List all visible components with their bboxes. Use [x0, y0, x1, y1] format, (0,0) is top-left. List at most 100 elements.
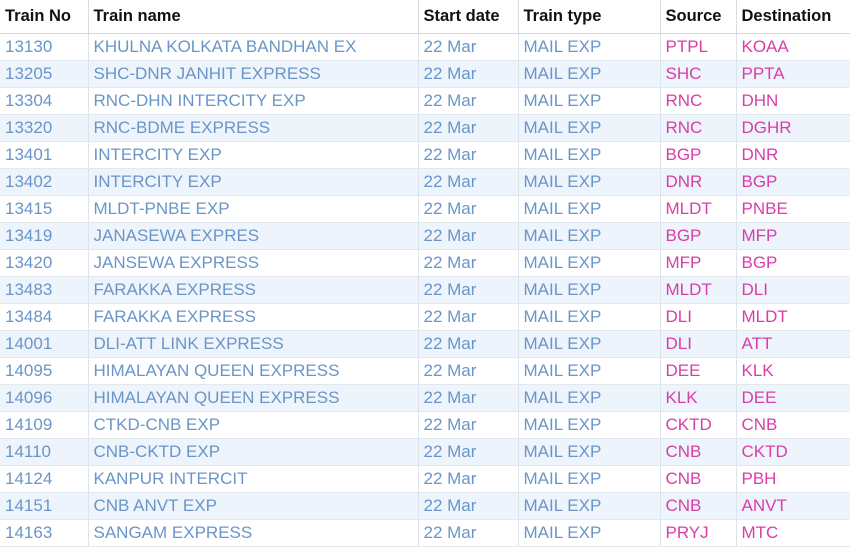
table-cell: DLI-ATT LINK EXPRESS	[88, 330, 419, 358]
table-cell: RNC	[660, 87, 737, 115]
table-cell: 13401	[0, 141, 89, 169]
table-cell: 13484	[0, 303, 89, 331]
table-cell: MFP	[736, 222, 850, 250]
table-row: 14109 CTKD-CNB EXP 22 Mar MAIL EXP CKTD CNB	[0, 411, 850, 439]
table-cell: 22 Mar	[418, 87, 519, 115]
column-header: Destination	[736, 0, 850, 34]
table-row: 13415 MLDT-PNBE EXP 22 Mar MAIL EXP MLDT PNBE	[0, 195, 850, 223]
table-cell: MAIL EXP	[518, 141, 661, 169]
table-row: 13401 INTERCITY EXP 22 Mar MAIL EXP BGP DNR	[0, 141, 850, 169]
table-row: 13320 RNC-BDME EXPRESS 22 Mar MAIL EXP RNC DG…	[0, 114, 850, 142]
column-header: Train No	[0, 0, 89, 34]
table-cell: CKTD	[660, 411, 737, 439]
table-cell: 14109	[0, 411, 89, 439]
table-cell: MAIL EXP	[518, 249, 661, 277]
table-cell: 22 Mar	[418, 195, 519, 223]
table-cell: RNC	[660, 114, 737, 142]
table-row: 13130 KHULNA KOLKATA BANDHAN EX 22 Mar MAIL…	[0, 33, 850, 61]
table-cell: CNB-CKTD EXP	[88, 438, 419, 466]
table-cell: 22 Mar	[418, 492, 519, 520]
table-cell: 22 Mar	[418, 384, 519, 412]
column-header: Start date	[418, 0, 519, 34]
table-row: 13420 JANSEWA EXPRESS 22 Mar MAIL EXP MFP BGP	[0, 249, 850, 277]
table-cell: 22 Mar	[418, 222, 519, 250]
table-cell: 22 Mar	[418, 141, 519, 169]
table-cell: CNB	[660, 438, 737, 466]
table-cell: ANVT	[736, 492, 850, 520]
table-row: 13484 FARAKKA EXPRESS 22 Mar MAIL EXP DLI MLD…	[0, 303, 850, 331]
table-cell: 22 Mar	[418, 168, 519, 196]
table-cell: 22 Mar	[418, 411, 519, 439]
table-row: 14001 DLI-ATT LINK EXPRESS 22 Mar MAIL EXP D…	[0, 330, 850, 358]
table-cell: KOAA	[736, 33, 850, 61]
table-cell: HIMALAYAN QUEEN EXPRESS	[88, 384, 419, 412]
table-cell: 14095	[0, 357, 89, 385]
table-cell: 22 Mar	[418, 60, 519, 88]
table-cell: MAIL EXP	[518, 357, 661, 385]
table-cell: MAIL EXP	[518, 519, 661, 547]
table-cell: CKTD	[736, 438, 850, 466]
table-cell: BGP	[736, 249, 850, 277]
table-cell: 22 Mar	[418, 276, 519, 304]
table-row: 13205 SHC-DNR JANHIT EXPRESS 22 Mar MAIL EX…	[0, 60, 850, 88]
table-cell: PBH	[736, 465, 850, 493]
table-cell: FARAKKA EXPRESS	[88, 276, 419, 304]
table-cell: MAIL EXP	[518, 384, 661, 412]
table-cell: MAIL EXP	[518, 438, 661, 466]
table-cell: CNB	[660, 492, 737, 520]
table-cell: SANGAM EXPRESS	[88, 519, 419, 547]
table-cell: 13402	[0, 168, 89, 196]
table-cell: KANPUR INTERCIT	[88, 465, 419, 493]
table-cell: MLDT	[660, 276, 737, 304]
table-cell: DGHR	[736, 114, 850, 142]
table-cell: MAIL EXP	[518, 465, 661, 493]
table-cell: MLDT-PNBE EXP	[88, 195, 419, 223]
table-cell: CNB	[660, 465, 737, 493]
table-cell: 22 Mar	[418, 519, 519, 547]
column-header: Source	[660, 0, 737, 34]
table-cell: 14110	[0, 438, 89, 466]
table-cell: MFP	[660, 249, 737, 277]
table-cell: 22 Mar	[418, 330, 519, 358]
table-cell: PNBE	[736, 195, 850, 223]
table-cell: 13320	[0, 114, 89, 142]
table-row: 13483 FARAKKA EXPRESS 22 Mar MAIL EXP MLDT DL…	[0, 276, 850, 304]
table-cell: JANASEWA EXPRES	[88, 222, 419, 250]
table-cell: DLI	[660, 330, 737, 358]
table-cell: KLK	[660, 384, 737, 412]
table-cell: KHULNA KOLKATA BANDHAN EX	[88, 33, 419, 61]
table-cell: CNB ANVT EXP	[88, 492, 419, 520]
table-cell: DHN	[736, 87, 850, 115]
table-row: 13304 RNC-DHN INTERCITY EXP 22 Mar MAIL EXP…	[0, 87, 850, 115]
table-cell: MLDT	[660, 195, 737, 223]
table-cell: ATT	[736, 330, 850, 358]
table-cell: MAIL EXP	[518, 411, 661, 439]
table-cell: MAIL EXP	[518, 168, 661, 196]
table-cell: CNB	[736, 411, 850, 439]
table-cell: INTERCITY EXP	[88, 168, 419, 196]
table-cell: MAIL EXP	[518, 60, 661, 88]
table-cell: PTPL	[660, 33, 737, 61]
table-cell: MAIL EXP	[518, 114, 661, 142]
table-cell: KLK	[736, 357, 850, 385]
table-cell: MAIL EXP	[518, 276, 661, 304]
table-row: 14124 KANPUR INTERCIT 22 Mar MAIL EXP CNB PBH	[0, 465, 850, 493]
table-cell: 22 Mar	[418, 303, 519, 331]
table-cell: BGP	[736, 168, 850, 196]
table-cell: JANSEWA EXPRESS	[88, 249, 419, 277]
table-cell: BGP	[660, 141, 737, 169]
table-header: Train No Train name Start date Train type So…	[0, 0, 850, 34]
table-cell: RNC-BDME EXPRESS	[88, 114, 419, 142]
table-row: 14151 CNB ANVT EXP 22 Mar MAIL EXP CNB ANVT	[0, 492, 850, 520]
table-row: 14110 CNB-CKTD EXP 22 Mar MAIL EXP CNB CKTD	[0, 438, 850, 466]
table-cell: 14163	[0, 519, 89, 547]
table-cell: 22 Mar	[418, 438, 519, 466]
table-cell: DNR	[660, 168, 737, 196]
table-cell: SHC	[660, 60, 737, 88]
table-cell: DEE	[660, 357, 737, 385]
table-cell: MTC	[736, 519, 850, 547]
table-cell: 22 Mar	[418, 357, 519, 385]
table-cell: DEE	[736, 384, 850, 412]
table-cell: CTKD-CNB EXP	[88, 411, 419, 439]
